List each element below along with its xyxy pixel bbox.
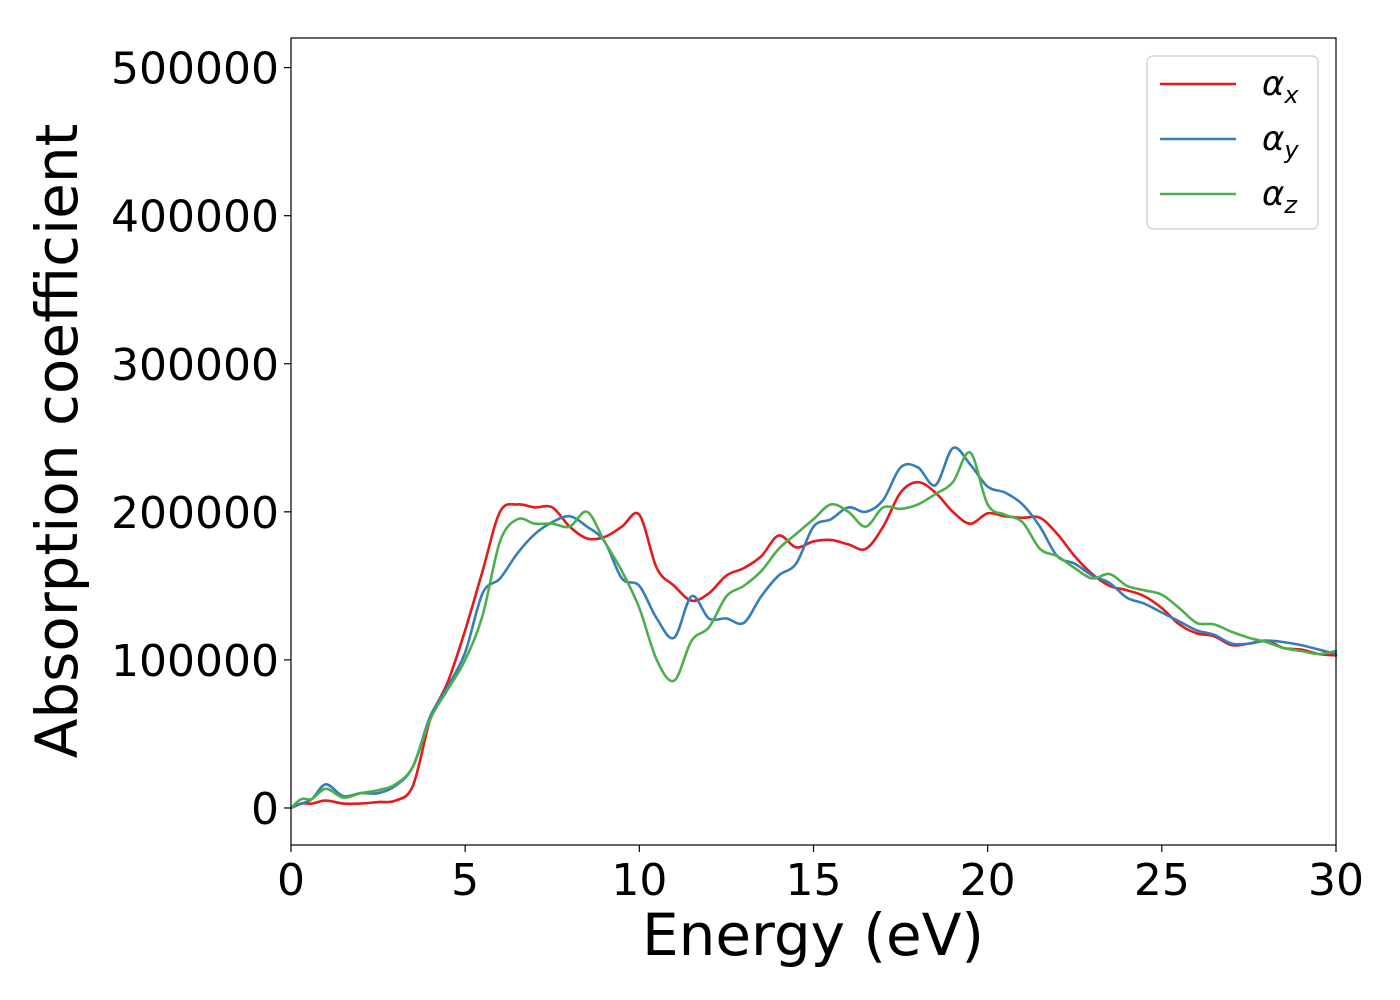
legend-box: [1146, 55, 1319, 230]
axis-ticks: 0 5 10 15 20 25 30 0 100000 200000 300000 400000 500…: [111, 44, 1364, 906]
x-tick-label: 25: [1134, 855, 1190, 906]
series-line-y: [289, 446, 1338, 810]
x-tick-label: 30: [1308, 855, 1364, 906]
y-tick-label: 300000: [111, 340, 279, 391]
x-tick-label: 5: [451, 855, 479, 906]
legend-label-x: αx: [1262, 64, 1299, 109]
x-axis-title: Energy (eV): [642, 901, 984, 969]
x-tick-label: 15: [786, 855, 842, 906]
y-tick-label: 400000: [111, 192, 279, 243]
y-tick-label: 500000: [111, 44, 279, 95]
legend: αx αy αz: [1146, 55, 1319, 230]
y-tick-label: 100000: [111, 636, 279, 687]
series-line-z: [289, 451, 1338, 810]
x-tick-label: 0: [277, 855, 305, 906]
x-tick-label: 20: [960, 855, 1016, 906]
x-tick-label: 10: [611, 855, 667, 906]
y-axis-title: Absorption coefficient: [23, 124, 91, 759]
series-line-x: [289, 480, 1338, 810]
y-tick-label: 200000: [111, 488, 279, 539]
legend-label-z: αz: [1262, 174, 1298, 219]
y-tick-label: 0: [251, 784, 279, 835]
plot-lines: [289, 446, 1338, 810]
legend-label-y: αy: [1262, 119, 1299, 164]
